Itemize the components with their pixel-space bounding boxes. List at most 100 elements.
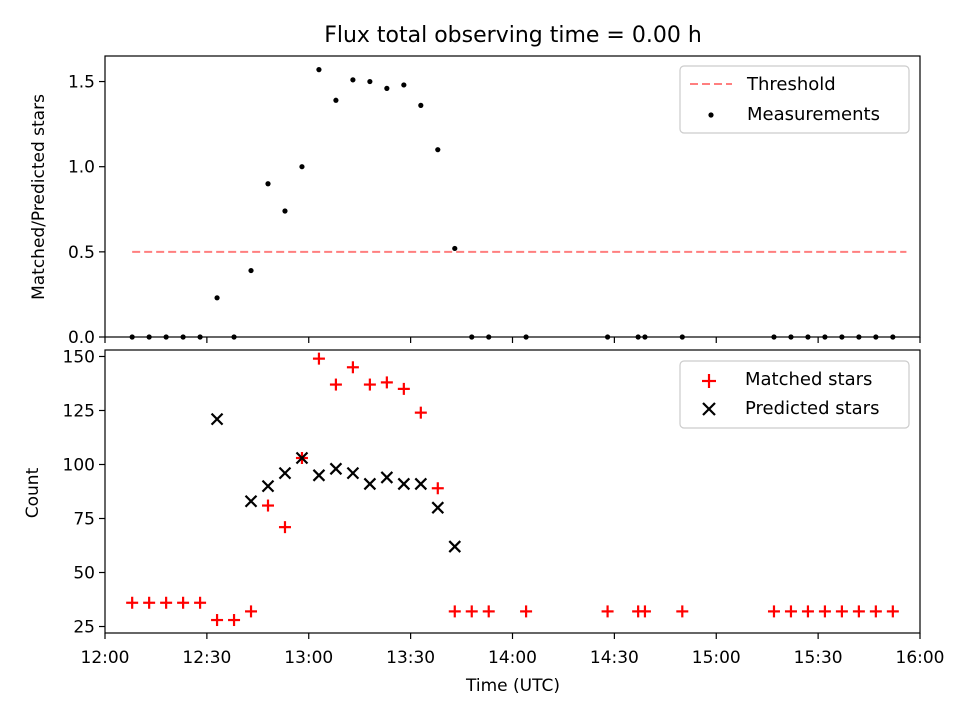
predicted-star-point bbox=[346, 466, 360, 480]
flux-ratio-plot-area bbox=[129, 67, 907, 340]
y-tick-label: 25 bbox=[73, 618, 95, 638]
flux-ratio-y-axis: 0.0 0.5 1.0 1.5 bbox=[68, 73, 105, 348]
matched-star-point bbox=[177, 596, 190, 609]
matched-star-point bbox=[126, 596, 139, 609]
legend-measurements-swatch bbox=[708, 112, 714, 118]
predicted-star-point bbox=[329, 462, 343, 476]
flux-ratio-panel: Flux total observing time = 0.00 h 0.00.… bbox=[29, 23, 921, 348]
star-count-x-axis: 12:00 12:30 13:00 13:30 14:00 14:30 15:00 15:30… bbox=[81, 633, 945, 668]
matched-star-point bbox=[835, 605, 848, 618]
y-tick-label: 150 bbox=[63, 347, 95, 367]
y-tick-label: 0.0 bbox=[68, 328, 95, 348]
matched-star-point bbox=[194, 596, 207, 609]
matched-star-point bbox=[380, 376, 393, 389]
x-axis-label: Time (UTC) bbox=[465, 676, 560, 696]
matched-star-point bbox=[601, 605, 614, 618]
matched-star-point bbox=[520, 605, 533, 618]
y-tick-label: 1.5 bbox=[68, 73, 95, 93]
x-tick-label: 12:30 bbox=[182, 648, 231, 668]
x-tick-label: 14:00 bbox=[488, 648, 537, 668]
predicted-star-point bbox=[380, 471, 394, 484]
matched-star-point bbox=[448, 605, 461, 618]
measurement-point bbox=[265, 181, 271, 187]
matched-star-point bbox=[818, 605, 831, 618]
x-tick-label: 15:00 bbox=[692, 648, 741, 668]
predicted-star-point bbox=[397, 477, 411, 491]
legend-matched-swatch bbox=[702, 374, 716, 388]
flux-ratio-y-axis-label: Matched/Predicted stars bbox=[29, 94, 49, 300]
predicted-star-point bbox=[244, 494, 258, 508]
predicted-star-point bbox=[278, 466, 292, 480]
y-tick-label: 50 bbox=[73, 564, 95, 584]
y-tick-label: 125 bbox=[63, 401, 95, 421]
matched-star-point bbox=[801, 605, 814, 618]
matched-star-point bbox=[852, 605, 865, 618]
predicted-star-point bbox=[210, 412, 224, 426]
measurement-point bbox=[316, 67, 322, 73]
measurement-point bbox=[350, 77, 356, 83]
legend-predicted-swatch bbox=[702, 402, 716, 416]
matched-star-point bbox=[329, 378, 342, 391]
flux-ratio-legend: Threshold Measurements bbox=[679, 65, 910, 134]
matched-star-point bbox=[431, 482, 444, 495]
matched-star-point bbox=[869, 605, 882, 618]
legend-threshold-label: Threshold bbox=[746, 74, 836, 95]
predicted-star-point bbox=[363, 477, 377, 491]
matched-star-point bbox=[346, 361, 359, 374]
measurement-point bbox=[299, 164, 305, 170]
legend-measurements-label: Measurements bbox=[747, 104, 880, 125]
x-tick-label: 16:00 bbox=[896, 648, 945, 668]
matched-star-point bbox=[414, 406, 427, 419]
flux-ratio-axes-frame bbox=[104, 55, 921, 338]
matched-star-point bbox=[143, 596, 156, 609]
y-tick-label: 1.0 bbox=[68, 158, 95, 178]
predicted-star-point bbox=[312, 469, 326, 482]
y-tick-label: 100 bbox=[63, 455, 95, 475]
predicted-star-point bbox=[431, 501, 445, 514]
legend-matched-label: Matched stars bbox=[745, 369, 872, 390]
matched-star-point bbox=[228, 614, 241, 627]
x-tick-label: 14:30 bbox=[590, 648, 639, 668]
predicted-star-point bbox=[414, 477, 428, 491]
measurement-point bbox=[452, 245, 458, 252]
matched-star-point bbox=[397, 382, 410, 395]
y-tick-label: 0.5 bbox=[68, 243, 95, 263]
measurement-point bbox=[384, 85, 390, 91]
measurement-point bbox=[367, 78, 373, 85]
measurement-point bbox=[401, 82, 407, 88]
star-count-plot-area bbox=[126, 352, 899, 627]
matched-star-point bbox=[767, 605, 780, 618]
matched-star-point bbox=[312, 352, 325, 365]
matched-star-point bbox=[886, 605, 899, 618]
matched-star-point bbox=[638, 605, 651, 618]
measurement-point bbox=[333, 97, 339, 103]
matched-star-point bbox=[465, 605, 478, 618]
matched-star-point bbox=[211, 614, 224, 627]
matched-star-point bbox=[262, 499, 274, 512]
matched-star-point bbox=[160, 596, 173, 609]
legend-predicted-label: Predicted stars bbox=[745, 398, 879, 419]
predicted-star-point bbox=[261, 479, 275, 493]
star-count-panel: 25 50 75 100 125 150 12:00 12:30 13:00 13:30 14:0… bbox=[23, 347, 945, 696]
star-count-axes-frame bbox=[104, 349, 921, 634]
measurement-point bbox=[418, 102, 424, 108]
x-tick-label: 13:00 bbox=[284, 648, 333, 668]
x-tick-label: 13:30 bbox=[386, 648, 435, 668]
matched-star-point bbox=[784, 605, 797, 618]
chart-title: Flux total observing time = 0.00 h bbox=[324, 23, 702, 48]
legend-box bbox=[679, 360, 910, 429]
measurement-point bbox=[435, 147, 441, 153]
legend-box bbox=[679, 65, 910, 134]
measurement-point bbox=[282, 208, 288, 214]
matched-star-point bbox=[278, 521, 291, 534]
predicted-star-point bbox=[295, 451, 309, 465]
x-tick-label: 15:30 bbox=[794, 648, 843, 668]
star-count-y-axis-label: Count bbox=[23, 467, 43, 518]
star-count-y-axis: 25 50 75 100 125 150 bbox=[63, 347, 105, 638]
measurement-point bbox=[248, 267, 254, 274]
matched-star-point bbox=[482, 605, 495, 618]
predicted-star-point bbox=[448, 540, 462, 553]
flux-ratio-x-ticks bbox=[104, 337, 921, 343]
y-tick-label: 75 bbox=[73, 510, 95, 530]
